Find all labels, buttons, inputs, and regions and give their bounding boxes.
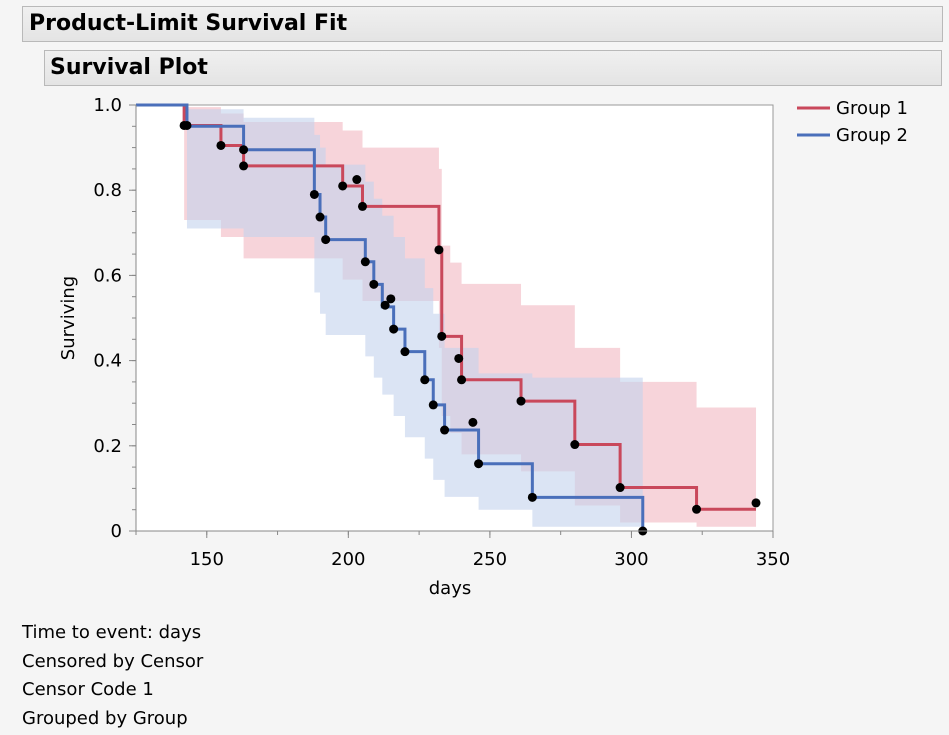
group-1-censor-marker [239, 161, 249, 171]
group-2-censor-marker [309, 189, 319, 199]
group-2-censor-marker [527, 492, 537, 502]
note-time-to-event: Time to event: days [22, 622, 202, 643]
ticks: 0 0.2 0.4 0.6 0.8 1.0 150 200 250 300 350 [93, 95, 790, 570]
group-1-censor-marker [437, 331, 447, 341]
group-1-censor-marker [615, 483, 625, 493]
group-1-censor-marker [692, 504, 702, 514]
group-1-censor-marker [751, 498, 761, 508]
group-2-censor-marker [474, 459, 484, 469]
group-1-censor-marker [338, 181, 348, 191]
note-censor-code: Censor Code 1 [22, 679, 154, 700]
group-2-censor-marker [321, 235, 331, 245]
legend-label-group-1: Group 1 [836, 98, 908, 119]
y-tick-label: 0 [111, 521, 122, 542]
y-tick-label: 1.0 [93, 95, 122, 116]
group-2-censor-marker [182, 120, 192, 130]
legend-item-group-1[interactable]: Group 1 [797, 98, 908, 119]
group-2-censor-marker [428, 400, 438, 410]
group-2-censor-marker [239, 145, 249, 155]
confidence-bands [136, 105, 757, 531]
legend[interactable]: Group 1 Group 2 [797, 98, 908, 146]
group-1-censor-marker [352, 175, 362, 185]
censored-markers [179, 120, 761, 536]
group-1-censor-marker [570, 440, 580, 450]
group-2-censor-marker [380, 300, 390, 310]
group-2-confidence-band [136, 105, 643, 531]
y-tick-label: 0.2 [93, 436, 122, 457]
group-1-censor-marker [516, 396, 526, 406]
outline-header-survival-plot[interactable]: Survival Plot [44, 50, 942, 86]
group-1-censor-marker [457, 375, 467, 385]
y-axis-label: Surviving [58, 276, 79, 360]
y-tick-label: 0.4 [93, 351, 122, 372]
y-tick-label: 0.8 [93, 180, 122, 201]
group-2-survival-line [136, 103, 645, 531]
group-1-censor-marker [454, 353, 464, 363]
outline-header-product-limit[interactable]: Product-Limit Survival Fit [22, 6, 943, 42]
group-1-censor-marker [468, 417, 478, 427]
group-2-censor-marker [389, 324, 399, 334]
group-2-censor-marker [315, 212, 325, 222]
group-2-censor-marker [440, 425, 450, 435]
group-1-censor-marker [357, 201, 367, 211]
group-2-censor-marker [369, 279, 379, 289]
note-grouped-by: Grouped by Group [22, 707, 188, 729]
y-tick-label: 0.6 [93, 265, 122, 286]
group-1-censor-marker [216, 140, 226, 150]
x-tick-label: 200 [331, 549, 365, 570]
x-tick-label: 150 [190, 549, 224, 570]
group-2-censor-marker [360, 257, 370, 267]
x-tick-label: 300 [614, 549, 648, 570]
note-censored-by: Censored by Censor [22, 650, 204, 672]
group-2-censor-marker [400, 347, 410, 357]
group-2-censor-marker [386, 294, 396, 304]
x-tick-label: 250 [473, 549, 507, 570]
group-1-censor-marker [434, 245, 444, 255]
legend-label-group-2: Group 2 [836, 125, 908, 146]
x-tick-label: 350 [756, 549, 790, 570]
legend-item-group-2[interactable]: Group 2 [797, 125, 908, 146]
report-notes: Time to event: days Censored by Censor C… [22, 619, 203, 733]
x-axis-label: days [429, 578, 472, 599]
group-2-censor-marker [420, 375, 430, 385]
